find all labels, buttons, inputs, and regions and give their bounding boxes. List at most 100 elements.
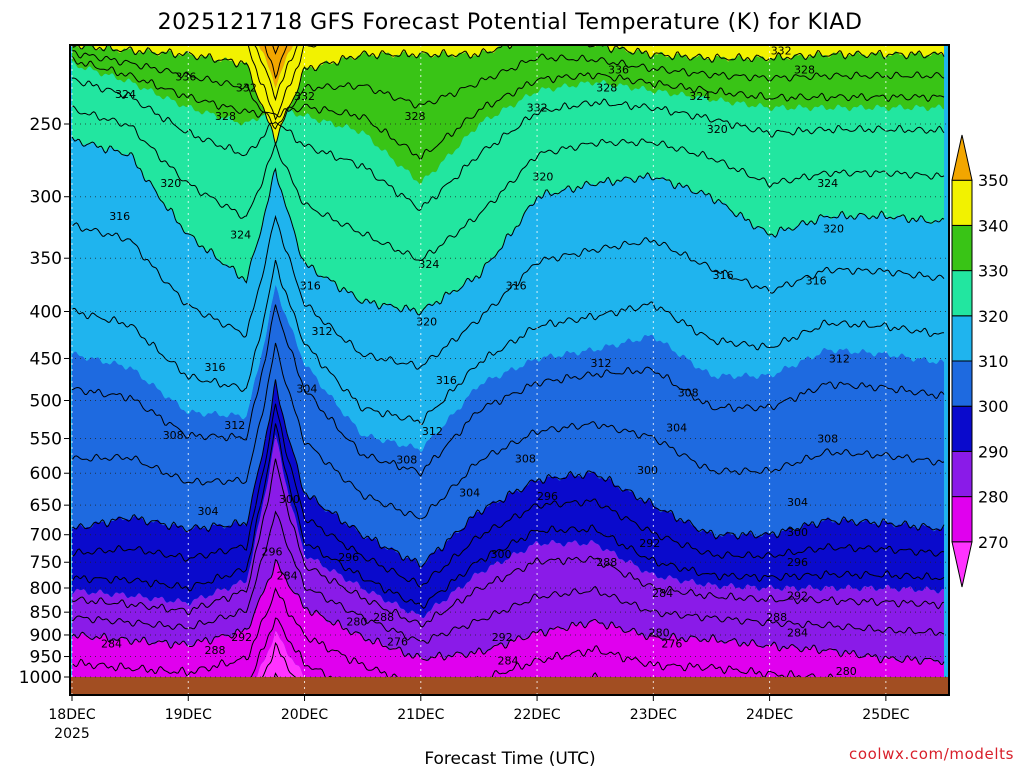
contour-label-308: 308 — [515, 452, 536, 465]
gridlines — [70, 45, 949, 695]
contour-label-328: 328 — [215, 110, 236, 123]
contour-labels: 3363243323283323283323363283323283243203… — [101, 45, 857, 678]
y-tick-label-600: 600 — [30, 464, 62, 484]
isentrope-280K — [71, 558, 945, 665]
contour-label-316: 316 — [300, 280, 321, 293]
contour-label-292: 292 — [492, 631, 513, 644]
contour-label-332: 332 — [236, 81, 257, 94]
contour-label-284: 284 — [277, 569, 298, 582]
contour-label-300: 300 — [491, 548, 512, 561]
contour-label-308: 308 — [678, 386, 699, 399]
contour-label-304: 304 — [198, 505, 219, 518]
colorbar-swatch-310 — [951, 315, 973, 362]
isentrope-340K — [71, 45, 945, 147]
contour-label-276: 276 — [661, 638, 682, 651]
band-310-320K — [72, 137, 944, 453]
contour-label-284: 284 — [652, 587, 673, 600]
terrain-ground — [70, 677, 949, 695]
colorbar-label-310: 310 — [978, 352, 1009, 371]
band-330-340K — [72, 45, 944, 185]
contour-label-304: 304 — [296, 382, 317, 395]
contour-label-320: 320 — [160, 177, 181, 190]
y-tick-label-950: 950 — [30, 648, 62, 668]
contour-label-284: 284 — [787, 627, 808, 640]
contour-label-324: 324 — [418, 258, 439, 271]
x-tick-label-23DEC: 23DEC — [630, 707, 677, 723]
contour-label-300: 300 — [787, 526, 808, 539]
x-tick-label-18DEC: 18DEC — [48, 707, 95, 723]
y-tick-label-550: 550 — [30, 430, 62, 450]
contour-label-308: 308 — [817, 433, 838, 446]
isentrope-332K — [71, 56, 945, 161]
contour-label-296: 296 — [262, 546, 283, 559]
x-tick-label-25DEC: 25DEC — [862, 707, 909, 723]
colorbar-swatch-280 — [951, 450, 973, 498]
contour-label-308: 308 — [396, 454, 417, 467]
contour-label-296: 296 — [787, 556, 808, 569]
x-axis-label: Forecast Time (UTC) — [424, 749, 595, 768]
contour-label-312: 312 — [224, 419, 245, 432]
isentrope-contours — [71, 45, 945, 695]
plot-frame — [69, 44, 950, 696]
band-270-280K — [72, 560, 944, 695]
contour-label-312: 312 — [422, 425, 443, 438]
y-tick-label-700: 700 — [30, 526, 62, 546]
contour-label-276: 276 — [387, 636, 408, 649]
y-tick-label-250: 250 — [30, 115, 62, 135]
x-tick-label-19DEC: 19DEC — [165, 707, 212, 723]
contour-label-332: 332 — [771, 45, 792, 58]
isentrope-336K — [71, 50, 945, 130]
y-tick-label-850: 850 — [30, 603, 62, 623]
theta-bands — [72, 45, 944, 695]
isentrope-292K — [71, 423, 945, 609]
y-tick-label-400: 400 — [30, 303, 62, 323]
isentrope-296K — [71, 403, 945, 588]
colorbar-swatch-350 — [951, 134, 973, 181]
colorbar-label-340: 340 — [978, 216, 1009, 235]
x-tick-label-21DEC: 21DEC — [397, 707, 444, 723]
contour-label-316: 316 — [506, 280, 527, 293]
contour-label-304: 304 — [666, 422, 687, 435]
contour-label-292: 292 — [231, 631, 252, 644]
y-tick-label-1000: 1000 — [19, 668, 62, 688]
colorbar-swatch-300 — [951, 360, 973, 407]
contour-label-332: 332 — [294, 90, 315, 103]
band-340-350K — [72, 45, 944, 143]
contour-label-320: 320 — [823, 223, 844, 236]
contour-label-312: 312 — [312, 325, 333, 338]
isentrope-304K — [71, 342, 945, 520]
colorbar-label-270: 270 — [978, 533, 1009, 552]
colorbar-swatch-290 — [951, 405, 973, 452]
contour-label-280: 280 — [346, 615, 367, 628]
colorbar-label-280: 280 — [978, 488, 1009, 507]
y-axis: 250 300 350 400 450 500 550 600 650 700 750 800 850 9… — [19, 115, 70, 688]
contour-label-280: 280 — [836, 665, 857, 678]
contour-label-288: 288 — [596, 556, 617, 569]
colorbar-swatch-320 — [951, 270, 973, 317]
contour-label-304: 304 — [459, 487, 480, 500]
contour-label-284: 284 — [101, 638, 122, 651]
contour-label-304: 304 — [787, 496, 808, 509]
colorbar: 270 280 290 300 310 320 330 340 350 — [951, 134, 1009, 588]
colorbar-label-350: 350 — [978, 171, 1009, 190]
contour-label-324: 324 — [817, 177, 838, 190]
contour-label-316: 316 — [205, 361, 226, 374]
contour-label-336: 336 — [608, 63, 629, 76]
contour-label-288: 288 — [373, 611, 394, 624]
contour-label-324: 324 — [230, 229, 251, 242]
y-tick-label-450: 450 — [30, 350, 62, 370]
isentrope-308K — [71, 304, 945, 477]
x-tick-year: 2025 — [54, 726, 90, 742]
contour-label-320: 320 — [707, 123, 728, 136]
contour-label-312: 312 — [829, 353, 850, 366]
contour-label-328: 328 — [596, 81, 617, 94]
contour-label-312: 312 — [591, 357, 612, 370]
band-290-300K — [72, 380, 944, 618]
contour-label-332: 332 — [527, 102, 548, 115]
colorbar-swatch-270 — [951, 496, 973, 543]
isentrope-328K — [71, 77, 945, 211]
y-tick-label-350: 350 — [30, 249, 62, 269]
contour-label-296: 296 — [537, 490, 558, 503]
chart-title: 2025121718 GFS Forecast Potential Temper… — [158, 10, 863, 35]
